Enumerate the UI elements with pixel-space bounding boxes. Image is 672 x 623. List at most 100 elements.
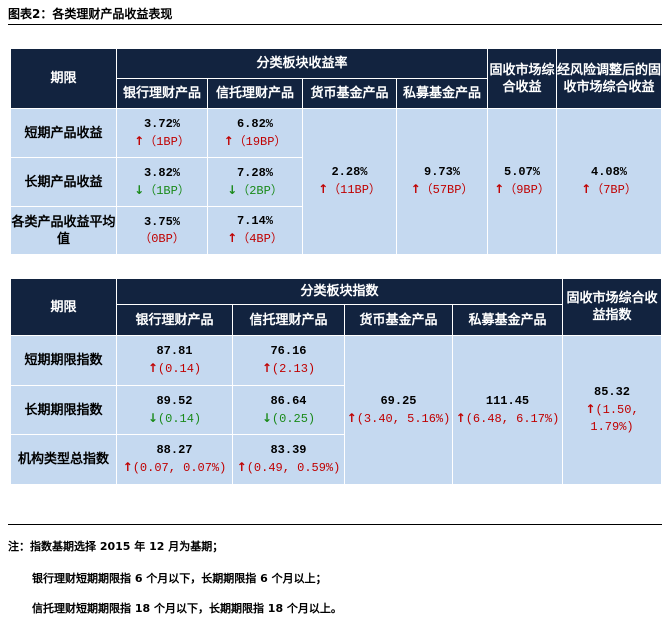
money-fund-cell: 2.28% ↑（11BP） — [302, 108, 397, 255]
change-text: （1BP） — [144, 183, 190, 198]
value: 3.82% — [143, 165, 180, 180]
arrow-up-icon: ↑ — [261, 361, 272, 375]
arrow-up-icon: ↑ — [494, 182, 505, 196]
arrow-up-icon: ↑ — [455, 410, 466, 425]
table-row: 短期期限指数 87.81 ↑(0.14) 76.16 ↑(2.13) 69.25 ↑(3.4… — [10, 335, 663, 485]
value: 111.45 — [485, 393, 530, 408]
change: ↑（19BP） — [208, 133, 302, 151]
sub-header-bank: 银行理财产品 — [116, 78, 208, 109]
bank-cell: 3.72% ↑（1BP） — [116, 108, 208, 158]
value: 86.64 — [270, 393, 307, 408]
arrow-up-icon: ↑ — [346, 410, 357, 425]
fixed-income-cell: 85.32 ↑(1.50, 1.79%) — [562, 335, 663, 485]
change-text: (0.25) — [271, 411, 316, 426]
arrow-up-icon: ↑ — [223, 133, 234, 148]
table-row: 各类产品收益平均值 3.75% （0BP） 7.14% ↑（4BP） — [10, 206, 662, 255]
change-text: (0.49, 0.59%) — [246, 461, 341, 475]
private-fund-cell: 111.45 ↑(6.48, 6.17%) — [451, 335, 564, 485]
value: 3.75% — [143, 214, 180, 229]
risk-adjusted-header: 经风险调整后的固收市场综合收益 — [556, 48, 663, 109]
change-text: (3.40, 5.16%) — [356, 411, 451, 426]
sub-header-money-fund: 货币基金产品 — [344, 304, 453, 336]
value: 87.81 — [156, 344, 193, 358]
note-trust-term: 信托理财短期期限指 18 个月以下，长期期限指 18 个月以上。 — [32, 602, 342, 615]
value: 9.73% — [424, 165, 461, 179]
sub-header-private-fund: 私募基金产品 — [395, 78, 489, 109]
change-text: （57BP） — [420, 183, 474, 197]
value: 7.28% — [236, 165, 273, 180]
change-text: （19BP） — [233, 134, 287, 149]
index-table: 期限 分类板块指数 固收市场综合收益指数 银行理财产品 信托理财产品 货币基金产… — [10, 278, 663, 485]
fixed-income-header: 固收市场综合收益 — [487, 48, 558, 109]
change: ↑(0.07, 0.07%) — [117, 459, 232, 477]
arrow-down-icon: ↓ — [147, 410, 158, 425]
trust-cell: 6.82% ↑（19BP） — [207, 108, 303, 158]
sub-header-money-fund: 货币基金产品 — [302, 78, 397, 109]
row-label: 长期产品收益 — [10, 157, 117, 207]
value: 7.14% — [236, 214, 273, 228]
value: 6.82% — [236, 116, 273, 131]
row-label: 各类产品收益平均值 — [10, 206, 117, 255]
change: ↑(0.49, 0.59%) — [233, 459, 344, 477]
arrow-up-icon: ↑ — [585, 402, 596, 416]
arrow-down-icon: ↓ — [134, 182, 145, 197]
bank-cell: 87.81 ↑(0.14) — [116, 335, 233, 386]
change-text: (0.07, 0.07%) — [132, 461, 227, 475]
trust-cell: 76.16 ↑(2.13) — [232, 335, 345, 386]
figure-title: 图表2：各类理财产品收益表现 — [8, 7, 173, 21]
row-label: 短期期限指数 — [10, 335, 117, 386]
group-header: 分类板块指数 — [115, 278, 564, 305]
note-bank-term: 银行理财短期期限指 6 个月以下，长期期限指 6 个月以上； — [32, 572, 327, 585]
change-text: （0BP） — [139, 231, 185, 246]
change: ↑(2.13) — [233, 360, 344, 378]
change: ↑（7BP） — [557, 181, 661, 199]
risk-adj-cell: 4.08% ↑（7BP） — [556, 108, 663, 255]
value: 88.27 — [156, 443, 193, 457]
trust-cell: 83.39 ↑(0.49, 0.59%) — [232, 434, 345, 485]
change-text: （1BP） — [144, 134, 190, 149]
table-row: 短期产品收益 3.72% ↑（1BP） 6.82% ↑（19BP） 2.28% ↑（11BP… — [10, 108, 663, 255]
private-fund-cell: 9.73% ↑（57BP） — [395, 108, 489, 255]
notes-divider — [8, 524, 662, 525]
arrow-up-icon: ↑ — [122, 460, 133, 474]
table-row: 机构类型总指数 88.27 ↑(0.07, 0.07%) 83.39 ↑(0.49, 0… — [10, 434, 662, 485]
change: ↑(3.40, 5.16%) — [345, 410, 452, 428]
group-header: 分类板块收益率 — [115, 48, 489, 79]
value: 69.25 — [380, 393, 417, 408]
sub-header-private-fund: 私募基金产品 — [451, 304, 564, 336]
period-header: 期限 — [10, 48, 117, 109]
arrow-up-icon: ↑ — [147, 361, 158, 375]
arrow-up-icon: ↑ — [581, 182, 592, 196]
row-label: 长期期限指数 — [10, 385, 117, 435]
sub-header-trust: 信托理财产品 — [207, 78, 303, 109]
change-text: （7BP） — [591, 183, 637, 197]
change-text: (2.13) — [271, 362, 316, 376]
value: 5.07% — [504, 165, 541, 179]
fixed-income-index-header: 固收市场综合收益指数 — [562, 278, 663, 336]
bank-cell: 88.27 ↑(0.07, 0.07%) — [116, 434, 233, 485]
change: ↑（9BP） — [488, 181, 556, 199]
note-base-period: 注：指数基期选择 2015 年 12 月为基期； — [8, 540, 224, 553]
table-row: 长期期限指数 89.52 ↓(0.14) 86.64 ↓(0.25) — [10, 385, 662, 435]
change-text: （2BP） — [237, 183, 283, 198]
change: （0BP） — [117, 231, 207, 248]
value: 4.08% — [591, 165, 628, 179]
change: ↑（4BP） — [208, 230, 302, 248]
money-fund-cell: 69.25 ↑(3.40, 5.16%) — [344, 335, 453, 485]
value: 83.39 — [270, 443, 307, 457]
value: 89.52 — [156, 393, 193, 408]
arrow-down-icon: ↓ — [227, 182, 238, 197]
change-text: (0.14) — [157, 411, 202, 426]
arrow-up-icon: ↑ — [227, 231, 238, 245]
value: 85.32 — [594, 385, 631, 399]
trust-cell: 86.64 ↓(0.25) — [232, 385, 345, 435]
bank-cell: 3.82% ↓（1BP） — [116, 157, 208, 207]
change: ↑(6.48, 6.17%) — [453, 410, 562, 428]
value: 3.72% — [143, 116, 180, 131]
sub-header-bank: 银行理财产品 — [116, 304, 233, 336]
change: ↓（1BP） — [117, 182, 207, 200]
table-row: 长期产品收益 3.82% ↓（1BP） 7.28% ↓（2BP） — [10, 157, 662, 207]
change-text: （9BP） — [504, 183, 550, 197]
arrow-up-icon: ↑ — [134, 133, 145, 148]
change-text: （11BP） — [328, 183, 381, 197]
